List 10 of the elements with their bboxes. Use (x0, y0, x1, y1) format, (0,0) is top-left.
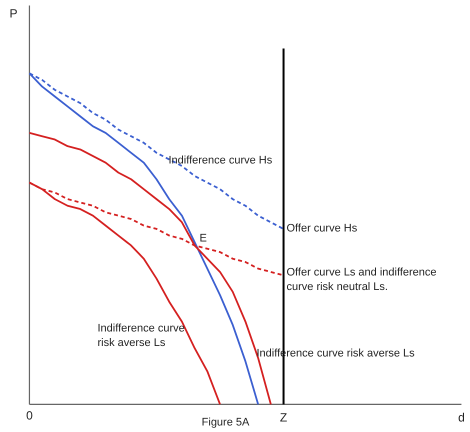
annotation: E (200, 232, 207, 244)
annotation: Offer curve Hs (286, 222, 358, 234)
x-axis-title: d (458, 410, 465, 424)
caption: Figure 5A (202, 416, 250, 428)
x-tick-label: 0 (26, 408, 34, 422)
annotation: Indifference curve Hs (168, 154, 273, 166)
x-tick-label: Z (280, 410, 288, 424)
y-axis-title: P (9, 6, 18, 20)
annotation: Indifference curve risk averse Ls (98, 322, 185, 349)
annotation: Offer curve Ls and indifference curve risk neutral Ls. (286, 266, 437, 293)
